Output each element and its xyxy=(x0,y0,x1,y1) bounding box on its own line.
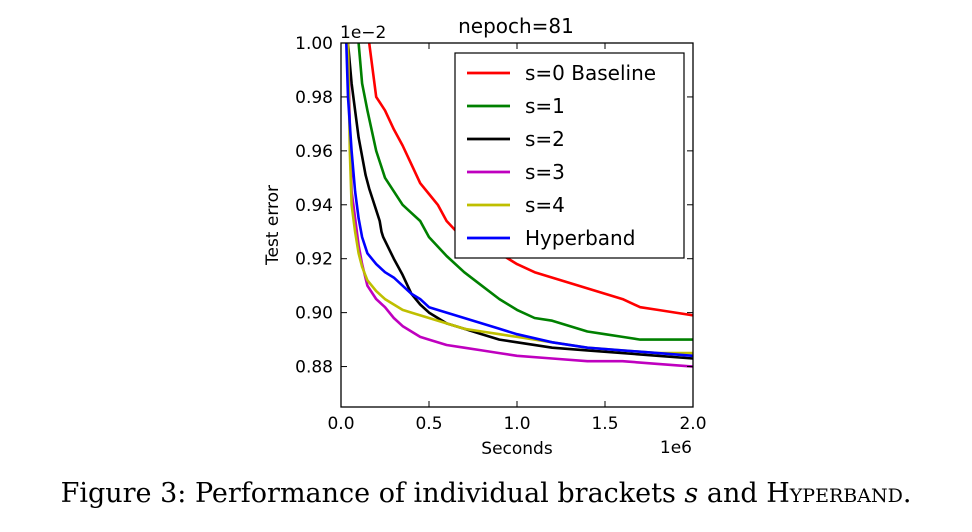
x-tick-label: 1.0 xyxy=(503,414,530,434)
y-tick-label: 0.92 xyxy=(295,250,333,270)
legend-box xyxy=(454,52,685,259)
caption-variable: s xyxy=(684,478,699,509)
chart-title: nepoch=81 xyxy=(458,14,574,38)
y-tick-label: 0.98 xyxy=(295,88,333,108)
series-line-3 xyxy=(346,43,693,368)
legend-label: s=3 xyxy=(525,160,565,184)
x-tick-label: 0.0 xyxy=(327,414,354,434)
legend: s=0 Baseline s=1 s=2 s=3 s=4 Hyperband xyxy=(454,52,685,259)
legend-label: s=1 xyxy=(525,94,565,118)
y-tick-label: 0.88 xyxy=(295,358,333,378)
caption-suffix: . xyxy=(902,478,912,509)
legend-label: s=4 xyxy=(525,193,565,217)
caption-prefix: Figure 3: Performance of individual brac… xyxy=(60,478,685,509)
series-line-5 xyxy=(345,43,693,358)
x-tick-label: 2.0 xyxy=(679,414,706,434)
y-axis-label: Test error xyxy=(263,185,283,266)
legend-label: s=2 xyxy=(525,127,565,151)
y-tick-label: 0.94 xyxy=(295,196,333,216)
x-tick-label: 1.5 xyxy=(591,414,618,434)
x-axis-multiplier: 1e6 xyxy=(660,438,692,458)
caption-method-name: Hyperband xyxy=(766,478,903,509)
series-layer xyxy=(345,43,693,368)
x-tick-label: 0.5 xyxy=(415,414,442,434)
legend-label: Hyperband xyxy=(525,226,635,250)
caption-middle: and xyxy=(698,478,767,509)
ticks-layer: 0.0 0.5 1.0 1.5 2.0 0.88 0.90 0.92 0.94 0.96 0.98 1… xyxy=(295,34,706,434)
legend-label: s=0 Baseline xyxy=(525,61,656,85)
series-line-2 xyxy=(346,43,693,360)
series-line-1 xyxy=(357,43,693,341)
figure-caption: Figure 3: Performance of individual brac… xyxy=(0,478,972,509)
y-tick-label: 0.90 xyxy=(295,304,333,324)
chart: nepoch=81 1e−2 1e6 Seconds Test error 0.… xyxy=(263,14,707,459)
y-tick-label: 1.00 xyxy=(295,34,333,54)
y-tick-label: 0.96 xyxy=(295,142,333,162)
y-axis-multiplier: 1e−2 xyxy=(340,23,386,43)
x-axis-label: Seconds xyxy=(481,439,553,459)
